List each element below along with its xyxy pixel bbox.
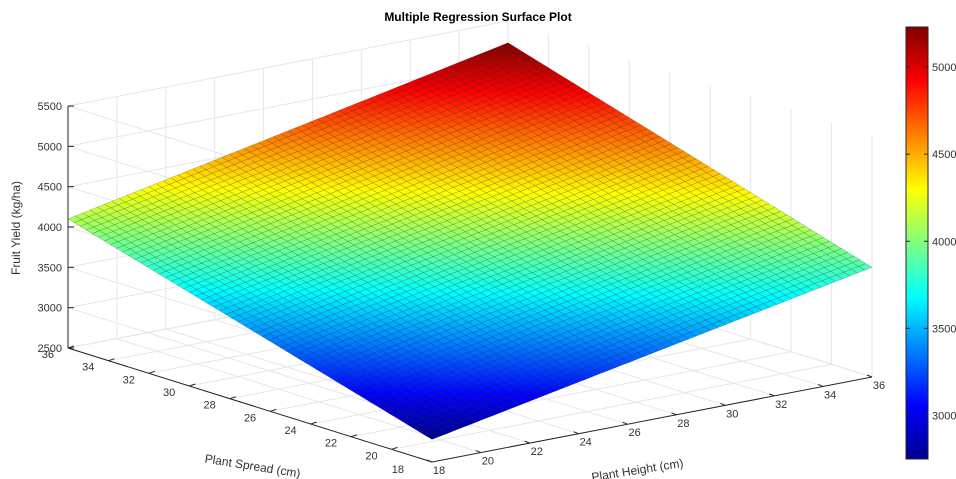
x-tick-label: 20 [482,456,494,468]
z-axis-label: Fruit Yield (kg/ha) [9,181,23,275]
x-tick-label: 26 [628,427,640,439]
y-tick-label: 32 [123,374,135,386]
z-tick-label: 5000 [38,141,62,153]
x-axis-label: Plant Height (cm) [590,456,684,479]
x-tick-label: 32 [775,399,787,411]
colorbar-tick-label: 5000 [932,62,956,74]
x-tick-label: 36 [873,380,885,392]
y-tick-label: 26 [244,412,256,424]
regression-surface [67,42,873,440]
y-tick-label: 34 [82,362,94,374]
z-tick-label: 5500 [38,101,62,113]
colorbar: 3000 3500 4000 4500 5000 [905,26,956,460]
y-tick-label: 22 [325,438,337,450]
x-tick-label: 30 [726,408,738,420]
y-tick-label: 28 [204,400,216,412]
x-tick-label: 28 [677,418,689,430]
y-tick-label: 18 [392,464,404,476]
chart-title: Multiple Regression Surface Plot [384,10,571,24]
x-tick-label: 34 [824,389,836,401]
colorbar-tick-label: 4000 [932,236,956,248]
x-tick-label: 22 [531,446,543,458]
z-tick-label: 3000 [38,303,62,315]
x-tick-label: 24 [580,437,592,449]
colorbar-tick-label: 3500 [932,323,956,335]
x-tick-label: 18 [433,465,445,477]
y-tick-label: 24 [284,425,296,437]
colorbar-tick-label: 4500 [932,149,956,161]
y-axis-label: Plant Spread (cm) [204,452,302,479]
y-tick-label: 30 [163,387,175,399]
y-tick-label: 20 [365,450,377,462]
z-tick-label: 3500 [38,262,62,274]
colorbar-gradient [905,26,929,460]
colorbar-tick-label: 3000 [932,411,956,423]
z-tick-label: 2500 [38,343,62,355]
z-tick-label: 4000 [38,222,62,234]
z-tick-label: 4500 [38,182,62,194]
